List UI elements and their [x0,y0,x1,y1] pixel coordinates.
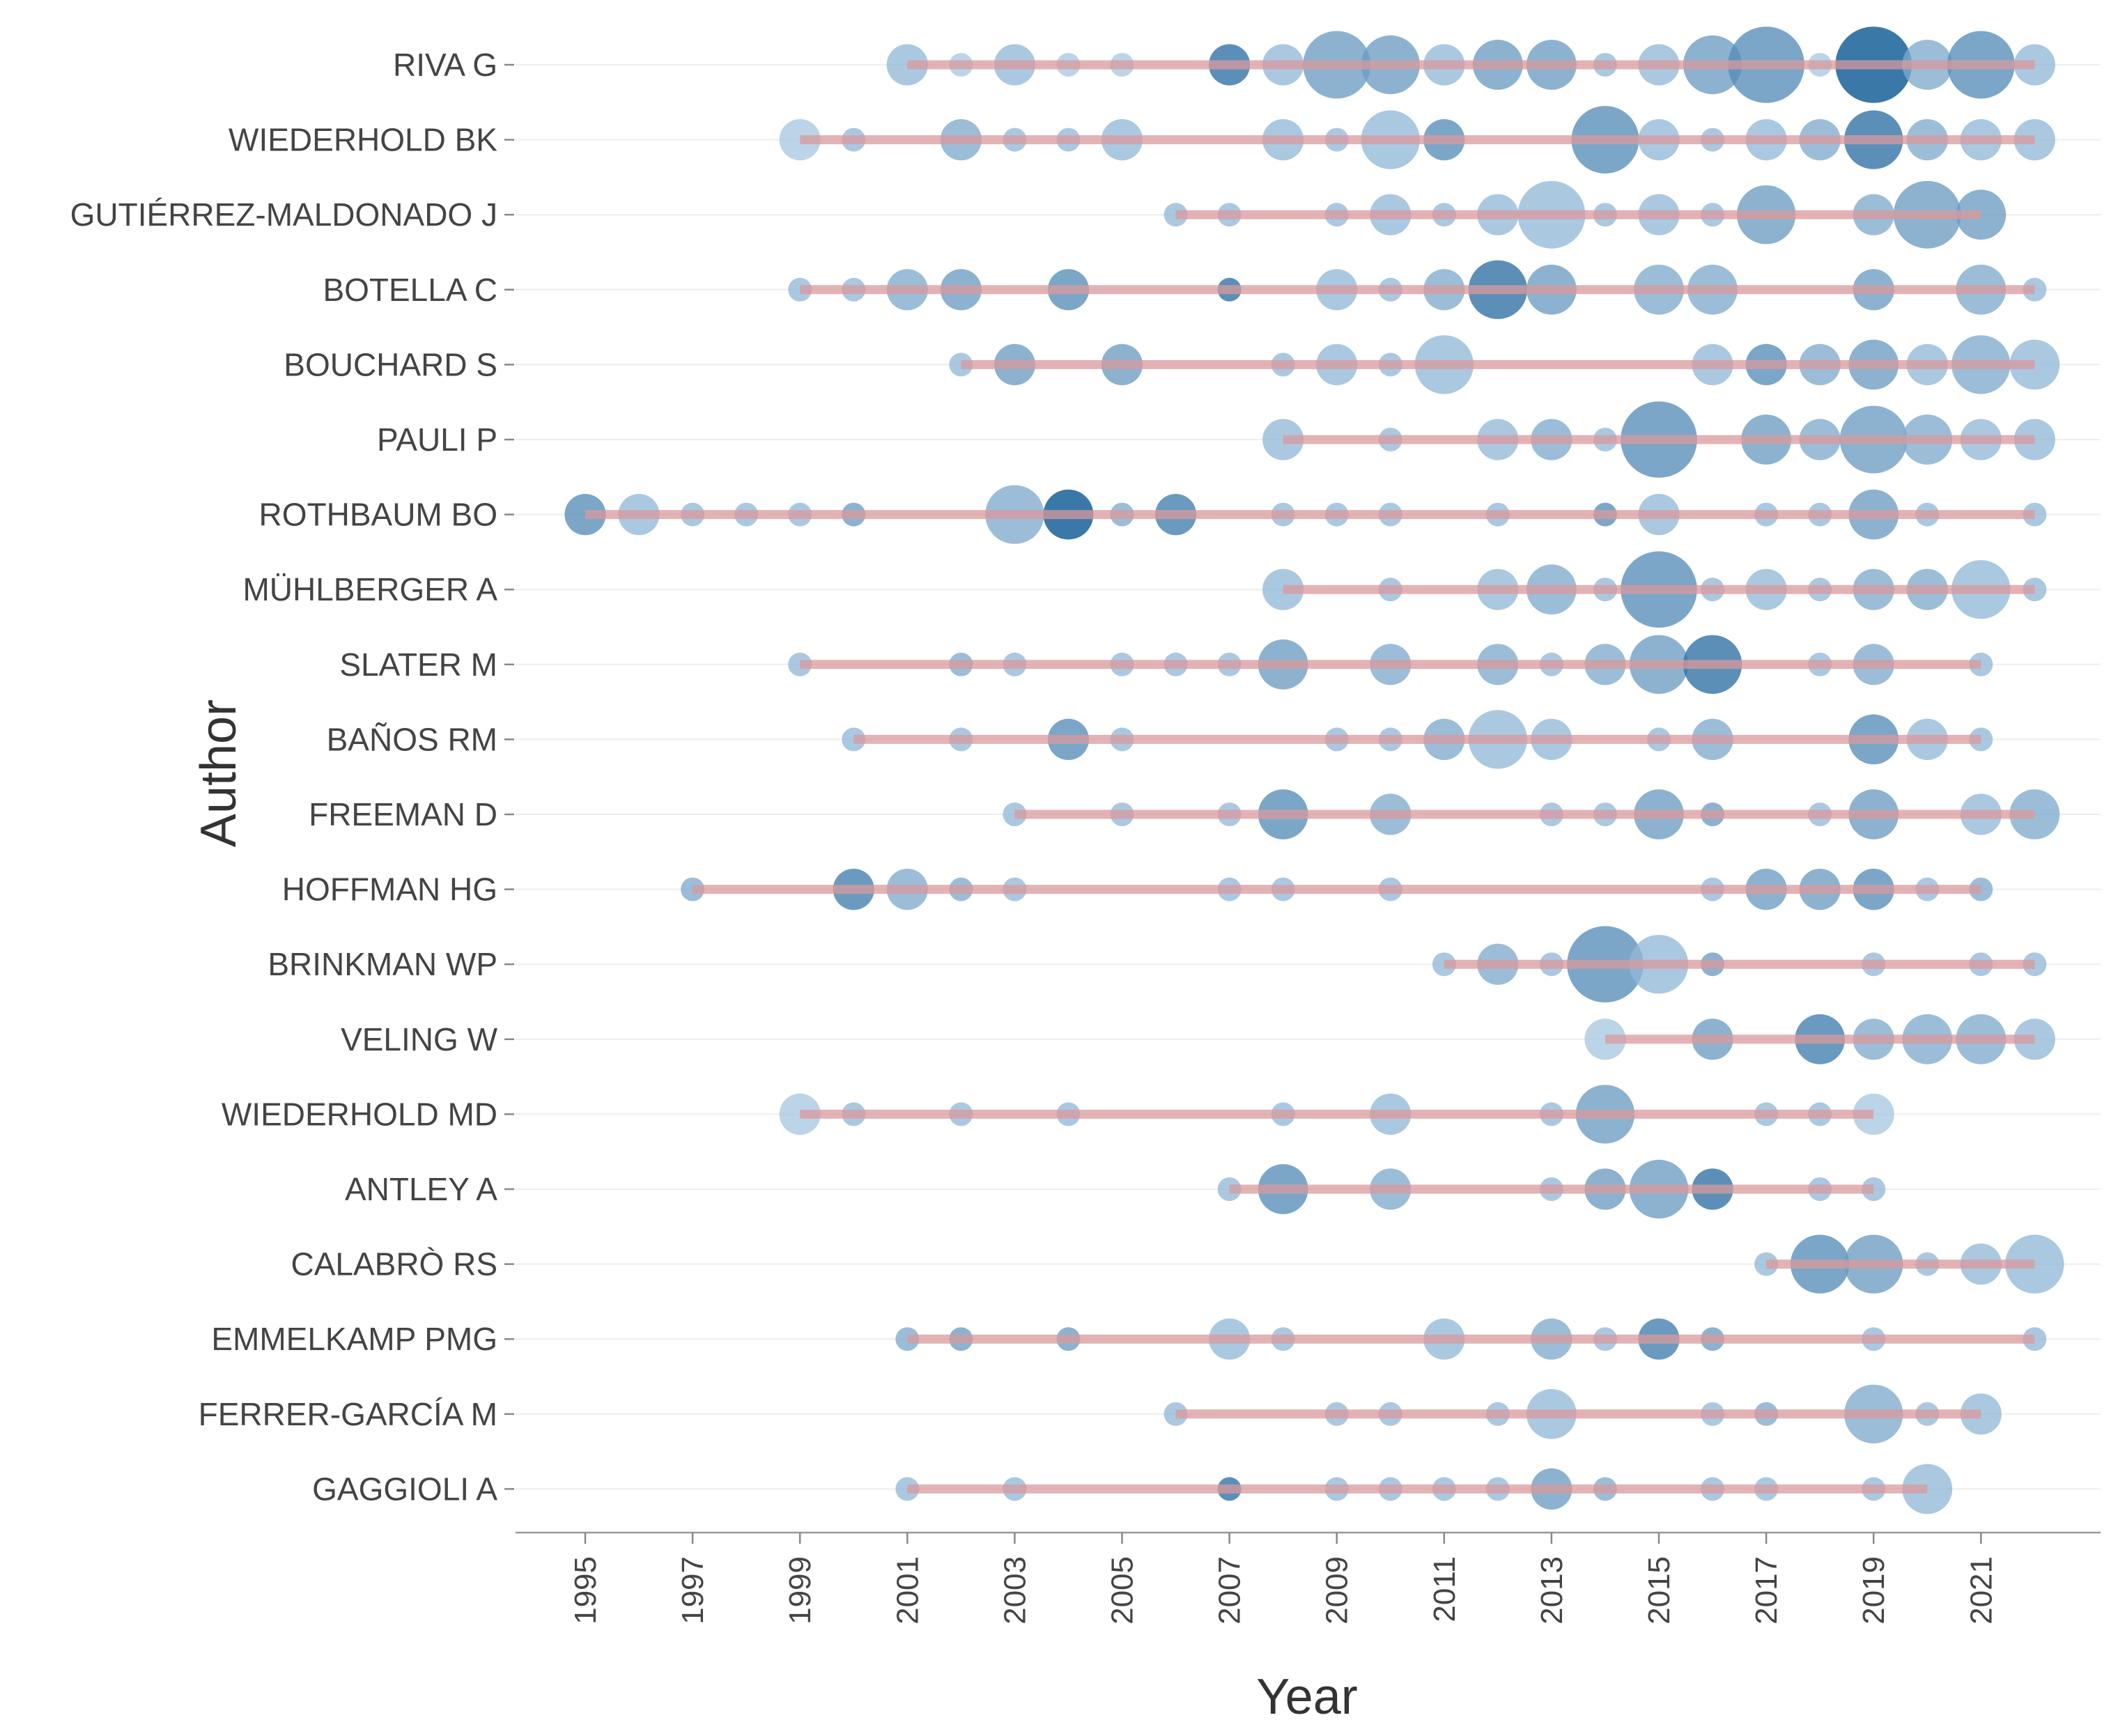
author-label-calabro-rs: CALABRÒ RS [291,1246,497,1282]
publication-bubbles [564,26,2064,1514]
x-tick-label-1995: 1995 [569,1556,603,1625]
author-label-ferrer-garcia-m: FERRER-GARCÍA M [199,1396,497,1432]
x-tick-label-2013: 2013 [1535,1556,1569,1625]
x-tick-label-2021: 2021 [1964,1556,1998,1625]
bubble-gutierrez-maldonado-j-2021 [1956,189,2007,240]
x-tick-label-2019: 2019 [1857,1556,1891,1625]
y-axis-title: Author [191,699,247,847]
author-label-rothbaum-bo: ROTHBAUM BO [259,497,497,533]
author-label-gaggioli-a: GAGGIOLI A [312,1471,497,1507]
author-label-bouchard-s: BOUCHARD S [284,346,497,382]
x-tick-label-2011: 2011 [1428,1556,1462,1622]
author-label-botella-c: BOTELLA C [323,272,497,308]
x-axis-title: Year [1256,1669,1357,1725]
author-label-muhlberger-a: MÜHLBERGER A [242,571,497,607]
x-tick-label-2009: 2009 [1320,1556,1354,1625]
author-label-wiederhold-bk: WIEDERHOLD BK [229,122,497,158]
x-tick-label-2007: 2007 [1213,1556,1247,1625]
x-tick-label-2015: 2015 [1642,1556,1676,1625]
author-label-emmelkamp-pmg: EMMELKAMP PMG [211,1321,497,1357]
author-label-veling-w: VELING W [341,1021,498,1057]
bubble-veling-w-2014 [1584,1018,1626,1060]
x-tick-label-2003: 2003 [998,1556,1032,1625]
author-label-wiederhold-md: WIEDERHOLD MD [222,1096,497,1132]
x-tick-label-2017: 2017 [1749,1556,1784,1625]
author-label-freeman-d: FREEMAN D [309,796,497,832]
author-label-pauli-p: PAULI P [377,421,497,458]
author-label-banos-rm: BAÑOS RM [327,721,497,757]
author-label-hoffman-hg: HOFFMAN HG [282,871,497,908]
x-tick-label-2005: 2005 [1106,1556,1140,1625]
author-label-gutierrez-maldonado-j: GUTIÉRREZ-MALDONADO J [70,196,497,233]
axes: RIVA G WIEDERHOLD BK GUTIÉRREZ-MALDONADO J… [70,47,2101,1625]
x-tick-label-2001: 2001 [890,1556,925,1625]
author-label-brinkman-wp: BRINKMAN WP [268,946,497,982]
author-label-antley-a: ANTLEY A [345,1171,497,1207]
author-label-riva-g: RIVA G [393,47,497,83]
x-tick-label-1999: 1999 [783,1556,817,1625]
x-tick-label-1997: 1997 [676,1556,710,1625]
author-label-slater-m: SLATER M [339,646,497,683]
